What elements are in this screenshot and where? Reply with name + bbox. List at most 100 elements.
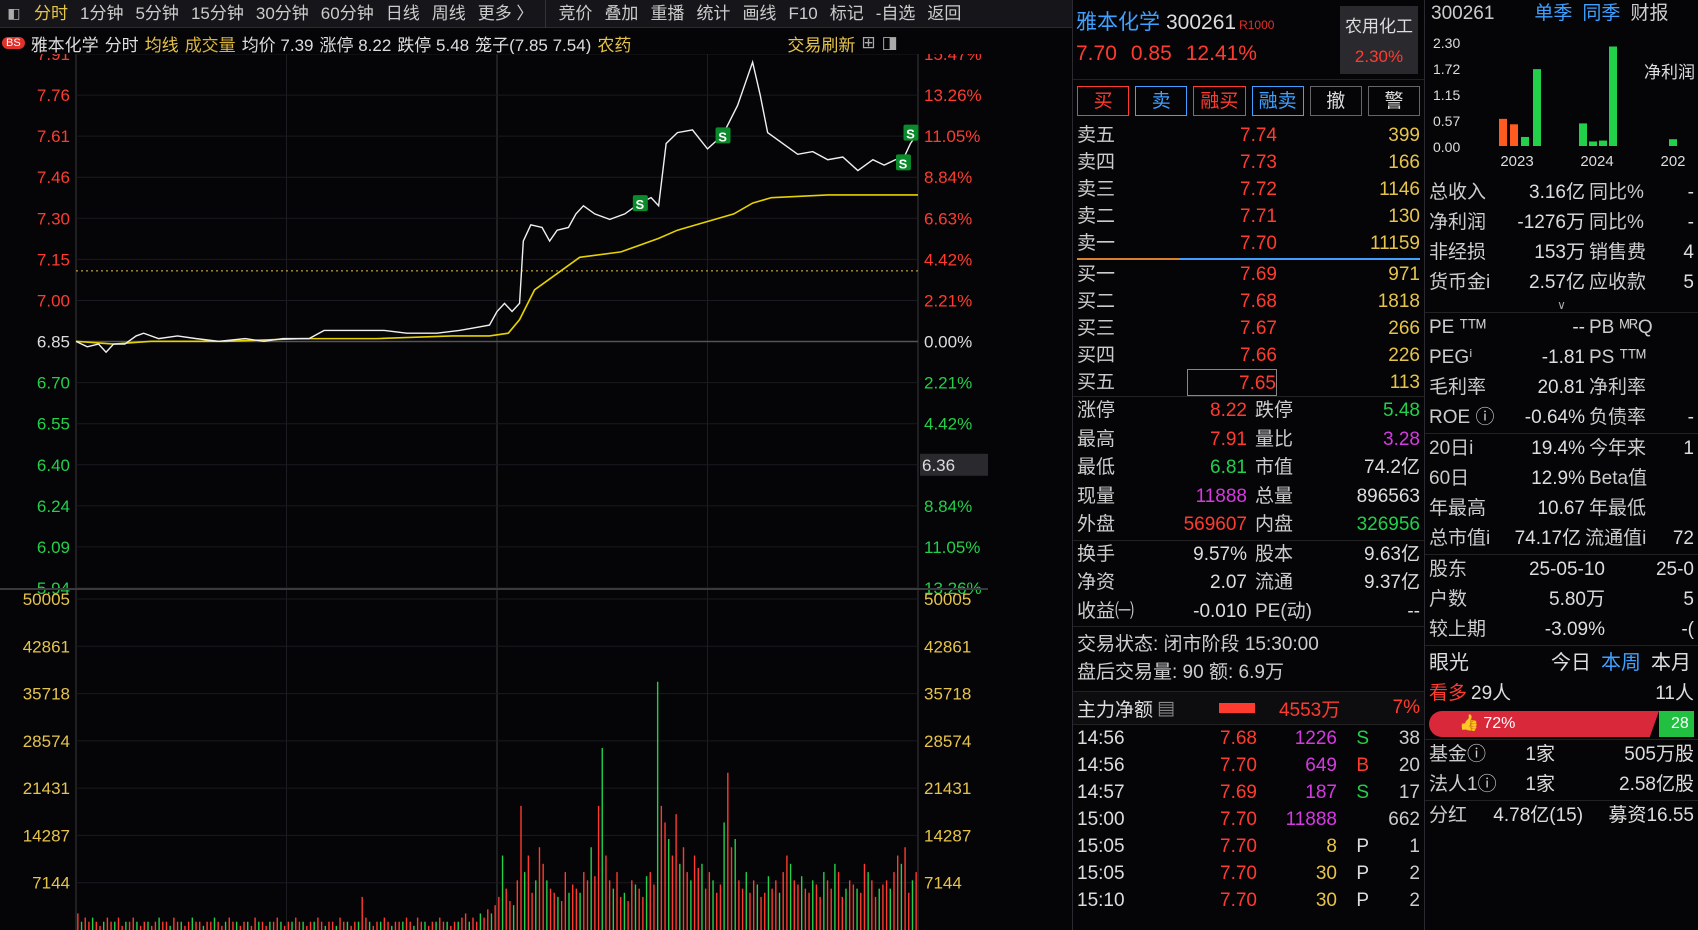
ask-row[interactable]: 卖四 7.73 166 [1077,149,1420,176]
bid-row[interactable]: 买五 7.65 113 [1077,369,1420,396]
fund-row[interactable]: 法人1ⓘ 1家 2.58亿股 [1425,770,1698,800]
vision-tab-today[interactable]: 今日 [1551,652,1591,674]
vision-tab-month[interactable]: 本月 [1651,652,1691,674]
avg-line-label: 均线 [144,35,179,55]
tab-2[interactable]: 5分钟 [135,3,179,23]
cancel-order-button[interactable]: 撤 [1309,86,1362,116]
tick-row: 14:56 7.68 1226 S 38 [1073,725,1424,752]
fund-count: 1家 [1525,774,1555,795]
finance-tab-0[interactable]: 单季 [1534,3,1573,24]
tick-time: 15:05 [1077,863,1125,884]
pct-tick: 13.26% [924,86,982,105]
trade-status-box: 交易状态: 闭市阶段 15:30:00 盘后交易量: 90 额: 6.9万 [1073,626,1424,691]
tab-3[interactable]: 15分钟 [190,3,244,23]
bar-year-label: 2023 [1500,153,1533,170]
ask-row[interactable]: 卖一 7.70 11159 [1077,230,1420,257]
tab-9[interactable]: 竞价 [558,3,593,23]
finance-tab-1[interactable]: 同季 [1582,3,1621,24]
tick-list[interactable]: 14:56 7.68 1226 S 38 14:56 7.70 649 B 20 14:57 7.69… [1073,725,1424,914]
tab-12[interactable]: 统计 [696,3,731,23]
finance-row: 货币金i 2.57亿 应收款 5 [1425,268,1698,298]
after-hours-trade: 盘后交易量: 90 额: 6.9万 [1077,662,1284,683]
margin-sell-button[interactable]: 融卖 [1251,86,1304,116]
finance-label-2: 销售费 [1589,242,1647,263]
alert-button[interactable]: 警 [1367,86,1421,116]
tab-0[interactable]: 分时 [34,3,68,23]
expand-chevron-icon[interactable]: ∨ [1557,298,1566,312]
buy-button[interactable]: 买 [1077,86,1130,116]
price-change-pct: 12.41% [1185,42,1257,65]
net-profit-bar [1533,69,1541,146]
list-icon[interactable]: ▤ [1157,697,1175,719]
finance-label-2: 负债率 [1589,407,1647,428]
quote-stock-code: 300261 [1166,11,1237,34]
intraday-chart[interactable]: 7.91 15.47% 7.76 13.26% 7.61 11.05% 7.46 8.84% 7… [0,45,1072,930]
ask-row[interactable]: 卖二 7.71 130 [1077,203,1420,230]
tab-5[interactable]: 60分钟 [320,3,374,23]
main-flow-pct: 7% [1392,697,1420,718]
stat-label-2: 股本 [1255,543,1294,565]
ask-row[interactable]: 卖三 7.72 1146 [1077,176,1420,203]
stat-label-2: 流通 [1255,572,1294,593]
ask-volume: 399 [1388,125,1420,146]
bid-row[interactable]: 买三 7.67 266 [1077,315,1420,342]
sector-label[interactable]: 农药 [597,35,632,55]
finance-rows-1: 总收入 3.16亿 同比% - 净利润 -1276万 同比% - 非经损 153万 销售费 4 货币金i… [1425,178,1698,298]
ask-row[interactable]: 卖五 7.74 399 [1077,122,1420,149]
tab-16[interactable]: -自选 [875,3,916,23]
r-tag: R1000 [1239,18,1275,32]
net-profit-bar [1589,141,1597,146]
tab-10[interactable]: 叠加 [604,3,639,23]
refresh-button[interactable]: 交易刷新 [787,35,856,55]
sell-button[interactable]: 卖 [1135,86,1188,116]
fund-row[interactable]: 基金ⓘ 1家 505万股 [1425,740,1698,770]
tab-17[interactable]: 返回 [927,3,962,23]
finance-value: 20.81 [1537,377,1585,398]
vision-tab-week[interactable]: 本周 [1601,652,1641,674]
bid-row[interactable]: 买一 7.69 971 [1077,261,1420,288]
tab-13[interactable]: 画线 [742,3,777,23]
margin-buy-button[interactable]: 融买 [1193,86,1246,116]
tab-11[interactable]: 重播 [650,3,685,23]
panel-split-icon[interactable]: ◨ [881,33,898,52]
tab-1[interactable]: 1分钟 [80,3,124,23]
tick-volume: 649 [1305,755,1337,776]
industry-box[interactable]: 农用化工 2.30% [1340,6,1418,74]
tab-14[interactable]: F10 [788,3,818,23]
tick-row: 14:57 7.69 187 S 17 [1073,779,1424,806]
pct-tick: 8.84% [924,497,972,516]
chart-svg[interactable]: 7.91 15.47% 7.76 13.26% 7.61 11.05% 7.46 8.84% 7… [0,45,1072,930]
mode-label: 分时 [104,35,139,55]
tab-6[interactable]: 日线 [385,3,420,23]
bid-price: 7.68 [1240,291,1277,312]
finance-label-2: 净利率 [1589,377,1647,398]
price-tick: 6.70 [37,374,70,393]
vote-bar[interactable]: 👍 72% 28 [1429,711,1694,737]
fund-shares: 505万股 [1624,744,1694,765]
bs-badge[interactable]: BS [2,37,25,49]
bid-row[interactable]: 买二 7.68 1818 [1077,288,1420,315]
volume-tick: 42861 [23,637,70,656]
add-icon[interactable]: ⊞ [861,33,876,52]
bullish-count: 29人 [1471,683,1512,704]
main-flow-row[interactable]: 主力净额 ▤ 4553万 7% [1073,691,1424,725]
quote-panel: 雅本化学 300261 R1000 7.70 0.85 12.41% 农用化工 2.30%… [1072,0,1424,930]
tick-volume: 11888 [1285,809,1337,830]
stat-row: 涨停 8.22 跌停 5.48 [1077,397,1420,426]
ask-price: 7.73 [1240,152,1277,173]
finance-value-2: 72 [1672,528,1694,549]
bid-row[interactable]: 买四 7.66 226 [1077,342,1420,369]
tick-time: 15:00 [1077,809,1125,830]
tab-15[interactable]: 标记 [829,3,864,23]
finance-value: 74.17亿 [1514,528,1582,549]
stat-label: 最低 [1077,457,1116,478]
tab-7[interactable]: 周线 [431,3,466,23]
panel-toggle-icon[interactable]: ◧ [7,5,21,21]
tab-4[interactable]: 30分钟 [255,3,309,23]
tab-8[interactable]: 更多 〉 [477,3,534,23]
vision-header: 眼光 今日 本周 本月 [1425,645,1698,679]
finance-row: 非经损 153万 销售费 4 [1425,238,1698,268]
ask-label: 卖三 [1077,179,1116,200]
quote-stats-2: 换手 9.57% 股本 9.63亿 净资 2.07 流通 9.37亿 收益㈠ -0.010 PE(动… [1073,539,1424,627]
finance-tab-2[interactable]: 财报 [1630,3,1669,24]
